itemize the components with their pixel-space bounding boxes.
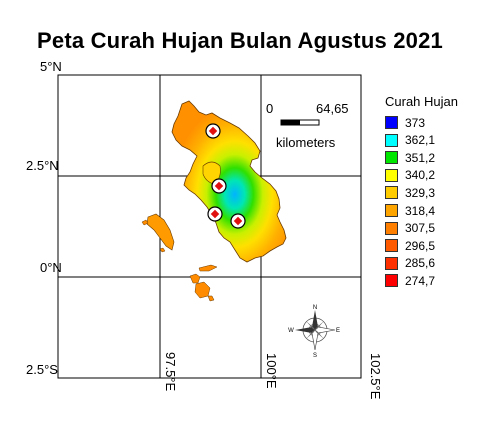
lat-label-2-5s: 2.5°S [26,362,58,377]
legend-label: 307,5 [405,221,436,236]
legend-item: 329,3 [385,185,435,200]
legend-item: 296,5 [385,238,435,253]
station-marker [230,213,246,229]
legend-label: 340,2 [405,168,436,183]
islet-d [189,273,201,284]
legend-title: Curah Hujan [385,94,458,109]
scale-unit-label: kilometers [276,135,336,150]
nias-island [146,213,175,251]
legend-label: 318,4 [405,203,436,218]
lat-label-2-5n: 2.5°N [26,158,59,173]
legend-swatch [385,133,398,147]
islet-b [159,247,166,253]
legend-item: 362,1 [385,133,435,148]
province-landmass [171,100,287,263]
compass-rose-icon: N S E W [288,305,340,359]
scale-bar [280,119,320,126]
station-marker [207,206,223,222]
lat-label-0n: 0°N [40,260,62,275]
legend-item: 351,2 [385,150,435,165]
svg-text:S: S [313,353,317,359]
scale-start-label: 0 [266,101,274,116]
legend-item: 307,5 [385,221,435,236]
station-marker [205,123,221,139]
legend-item: 285,6 [385,256,435,271]
svg-text:N: N [313,305,317,311]
legend-label: 285,6 [405,256,436,271]
legend-swatch [385,151,398,165]
map-title: Peta Curah Hujan Bulan Agustus 2021 [37,28,443,53]
legend-label: 362,1 [405,133,436,148]
islet-a [141,219,149,226]
lon-label-102-5e: 102.5°E [368,353,383,400]
legend-swatch [385,168,398,182]
lon-label-100e: 100°E [264,353,279,389]
legend-item: 274,7 [385,273,435,288]
scale-end-label: 64,65 [316,101,349,116]
legend-label: 274,7 [405,273,436,288]
station-marker [211,178,227,194]
legend-label: 329,3 [405,185,436,200]
legend-label: 351,2 [405,150,436,165]
lake-toba [202,161,221,185]
legend-swatch [385,274,398,288]
legend-swatch [385,116,398,129]
legend-swatch [385,256,398,270]
legend-swatch [385,186,398,200]
islet-f [207,295,215,302]
legend-swatch [385,221,398,235]
legend-swatch [385,204,398,217]
legend-item: 318,4 [385,203,435,218]
legend-item: 340,2 [385,168,435,183]
lon-label-97-5e: 97.5°E [163,352,178,392]
islet-c [198,264,218,272]
legend-label: 296,5 [405,238,436,253]
svg-text:W: W [288,328,294,334]
legend-label: 373 [405,115,426,130]
lat-label-5n: 5°N [40,59,62,74]
svg-text:E: E [336,328,340,334]
legend-swatch [385,239,398,253]
legend-item: 373 [385,115,425,130]
